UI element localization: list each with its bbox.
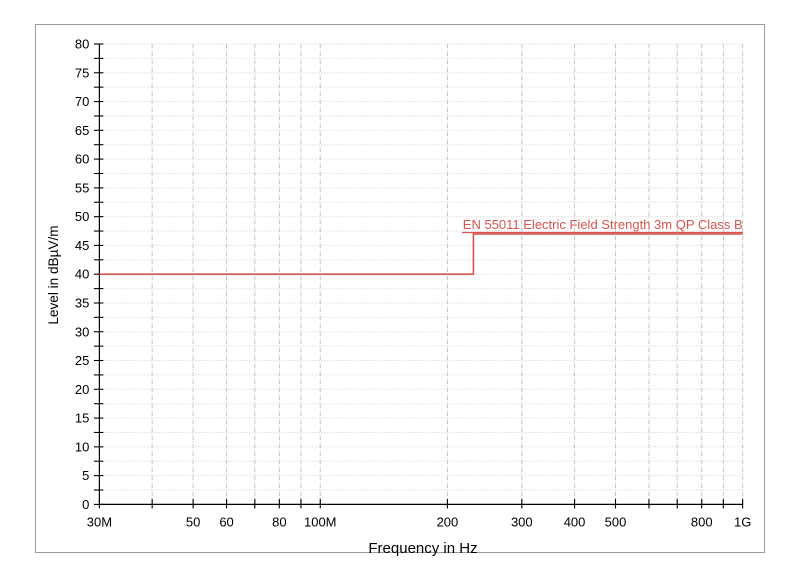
svg-text:Level in dBµV/m: Level in dBµV/m: [46, 225, 61, 324]
svg-text:50: 50: [186, 514, 200, 529]
svg-text:Frequency in Hz: Frequency in Hz: [368, 540, 477, 557]
svg-text:25: 25: [75, 353, 89, 368]
svg-text:200: 200: [437, 514, 459, 529]
svg-text:60: 60: [219, 514, 233, 529]
svg-text:60: 60: [75, 152, 89, 167]
svg-text:30: 30: [75, 324, 89, 339]
svg-text:300: 300: [511, 514, 533, 529]
svg-text:15: 15: [75, 411, 89, 426]
svg-text:20: 20: [75, 382, 89, 397]
svg-text:0: 0: [82, 497, 89, 512]
svg-text:800: 800: [691, 514, 713, 529]
svg-text:70: 70: [75, 94, 89, 109]
svg-text:65: 65: [75, 123, 89, 138]
svg-text:5: 5: [82, 468, 89, 483]
svg-text:400: 400: [564, 514, 586, 529]
svg-text:1G: 1G: [734, 514, 751, 529]
svg-text:100M: 100M: [304, 514, 337, 529]
svg-text:50: 50: [75, 209, 89, 224]
svg-text:30M: 30M: [87, 514, 112, 529]
svg-text:500: 500: [605, 514, 627, 529]
svg-text:45: 45: [75, 238, 89, 253]
svg-text:35: 35: [75, 295, 89, 310]
svg-text:10: 10: [75, 439, 89, 454]
svg-text:80: 80: [272, 514, 286, 529]
svg-text:80: 80: [75, 37, 89, 52]
svg-text:55: 55: [75, 180, 89, 195]
svg-text:EN 55011 Electric Field Streng: EN 55011 Electric Field Strength 3m QP C…: [463, 217, 743, 232]
svg-text:40: 40: [75, 267, 89, 282]
svg-text:75: 75: [75, 65, 89, 80]
